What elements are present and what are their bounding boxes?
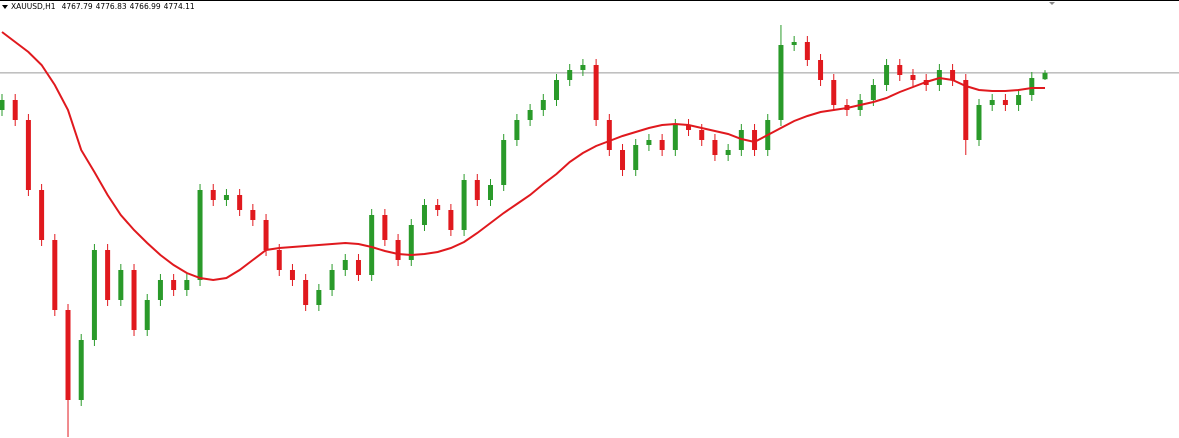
candle-body [989, 100, 995, 105]
candle-body [514, 120, 520, 140]
candle-body [144, 300, 150, 330]
candle-body [276, 250, 282, 270]
candle-body [554, 80, 560, 100]
shift-marker [1049, 2, 1055, 5]
candle-body [1002, 100, 1008, 105]
candle-body [831, 80, 837, 105]
candle-body [223, 195, 229, 200]
candle-body [540, 100, 546, 110]
candle-body [712, 140, 718, 155]
candle-body [963, 80, 969, 140]
candle-body [369, 215, 375, 275]
last-low: 4766.99 [130, 2, 161, 11]
candle-body [78, 340, 84, 400]
menu-arrow[interactable] [2, 5, 8, 9]
candle-body [118, 270, 124, 300]
candle-body [52, 240, 58, 310]
candle-body [131, 270, 137, 330]
candle-body [976, 105, 982, 140]
candle-body [448, 210, 454, 230]
candle-body [593, 65, 599, 120]
candle-body [421, 205, 427, 225]
candle-body [580, 65, 586, 70]
candle-body [210, 190, 216, 200]
moving-average [1, 31, 1045, 282]
candle-body [12, 100, 18, 120]
candle-body [289, 270, 295, 280]
candle-body [501, 140, 507, 185]
candle-body [950, 70, 956, 80]
candle-body [633, 145, 639, 170]
candle-body [778, 45, 784, 120]
candle-body [606, 120, 612, 150]
candle-body [474, 180, 480, 200]
candle-body [342, 260, 348, 270]
candle-body [105, 250, 111, 300]
candle-body [725, 150, 731, 155]
candle-body [620, 150, 626, 170]
candle-body [870, 85, 876, 100]
candle-body [567, 70, 573, 80]
candle-body [408, 225, 414, 260]
candle-body [672, 125, 678, 150]
candle-body [197, 190, 203, 280]
candle-body [303, 280, 309, 305]
candle-body [435, 205, 441, 210]
candle-body [818, 60, 824, 80]
chart-header: XAUUSD,H1 4767.79 4776.83 4766.99 4774.11 [11, 2, 195, 11]
candle-body [804, 42, 810, 60]
candle-body [316, 290, 322, 305]
candle-body [250, 210, 256, 220]
last-open: 4767.79 [62, 2, 93, 11]
candle-body [184, 280, 190, 290]
candle-body [1029, 78, 1035, 95]
last-close: 4774.11 [164, 2, 195, 11]
candle-body [884, 65, 890, 85]
candle-body [686, 125, 692, 130]
candle-body [659, 140, 665, 150]
candle-body [355, 260, 361, 275]
candle-body [395, 240, 401, 260]
candle-body [157, 280, 163, 300]
candle-body [171, 280, 177, 290]
candle-body [752, 130, 758, 150]
candle-body [527, 110, 533, 120]
candle-body [237, 195, 243, 210]
candle-body [0, 100, 5, 110]
candle-body [382, 215, 388, 240]
candle-body [791, 42, 797, 45]
candle-body [910, 75, 916, 80]
candle-body [91, 250, 97, 340]
candle-body [461, 180, 467, 230]
symbol: XAUUSD,H1 [11, 2, 56, 11]
candle-body [487, 185, 493, 200]
candle-body [263, 220, 269, 250]
candle-body [897, 65, 903, 75]
candle-body [25, 120, 31, 190]
candle-body [329, 270, 335, 290]
candle-body [646, 140, 652, 145]
candle-body [1016, 95, 1022, 105]
candle-body [1042, 72, 1048, 80]
candle-body [65, 310, 71, 400]
candle-body [699, 130, 705, 140]
candle-body [39, 190, 45, 240]
last-high: 4776.83 [96, 2, 127, 11]
